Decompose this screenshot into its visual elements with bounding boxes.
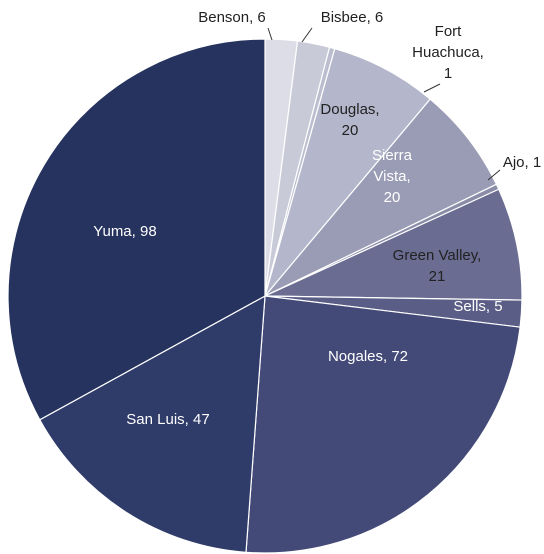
slice (264, 188, 523, 301)
slice (7, 38, 266, 421)
data-label: Bisbee, 6 (321, 9, 384, 26)
slice (264, 98, 498, 297)
data-label: Fort Huachuca, 1 (412, 23, 484, 82)
leader-line (487, 169, 501, 181)
slice (245, 295, 521, 554)
data-label: Nogales, 72 (328, 348, 408, 365)
slices (7, 38, 523, 554)
data-label: Sierra Vista, 20 (372, 147, 413, 206)
data-label: San Luis, 47 (126, 411, 209, 428)
slice (38, 294, 266, 553)
data-label: Yuma, 98 (93, 223, 156, 240)
leader-lines (267, 27, 501, 181)
leader-line (423, 83, 441, 93)
slice (264, 47, 432, 297)
data-label: Sells, 5 (453, 298, 502, 315)
data-label: Douglas, 20 (320, 101, 379, 139)
data-label: Benson, 6 (198, 9, 266, 26)
data-label: Ajo, 1 (503, 154, 541, 171)
data-label: Green Valley, 21 (393, 247, 482, 285)
leader-line (267, 27, 273, 41)
leader-line (301, 27, 313, 43)
